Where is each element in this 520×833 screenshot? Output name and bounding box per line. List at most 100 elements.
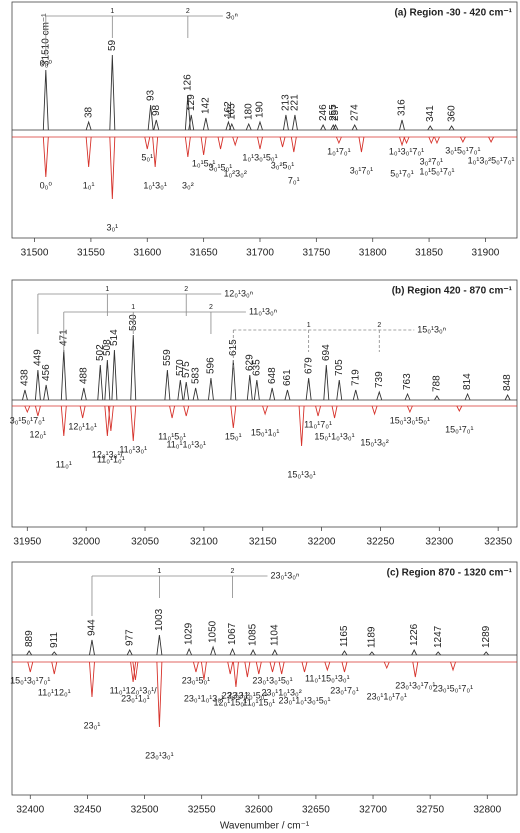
upper-peak-label: 1085: [248, 623, 259, 646]
assignment-label: 11₀¹3₀¹: [119, 444, 147, 454]
upper-peak: [202, 117, 209, 131]
upper-peak: [305, 377, 312, 401]
lower-peak: [262, 405, 269, 416]
x-tick-label: 32600: [245, 805, 273, 816]
progression-label: 23₀¹3₀ⁿ: [271, 570, 300, 580]
upper-peak-label: 93: [145, 89, 156, 101]
lower-peak: [24, 405, 31, 414]
lower-peak: [79, 405, 86, 419]
assignment-label: 11₀¹7₀¹: [304, 419, 332, 429]
upper-peak-label: 1067: [227, 622, 238, 645]
lower-peak: [412, 661, 419, 678]
assignment-label: 1₀¹3₀¹7₀¹: [389, 146, 424, 156]
x-tick-label: 31950: [13, 537, 41, 548]
assignment-label: 23₀¹: [84, 720, 101, 730]
lower-peak: [169, 405, 176, 419]
progression-step: 2: [186, 8, 190, 15]
lower-peak: [428, 136, 435, 145]
lower-peak: [290, 136, 297, 153]
lower-peak: [406, 405, 413, 414]
upper-peak-label: 341: [425, 105, 436, 122]
upper-peak: [448, 125, 455, 131]
upper-peak-label: 508: [102, 339, 113, 356]
upper-peak-label: 635: [251, 359, 262, 376]
assignment-label: 11₀¹12₀¹3₀¹/: [110, 685, 158, 695]
upper-peak-label: 514: [109, 329, 120, 346]
assignment-label: 15₀¹3₀²: [360, 437, 388, 447]
lower-peak: [383, 661, 390, 670]
lower-peak: [230, 405, 237, 429]
upper-peak: [351, 123, 358, 131]
plot-frame: [11, 561, 518, 796]
progression-label: 3₀ⁿ: [226, 10, 238, 20]
upper-peak-label: 596: [206, 357, 217, 374]
upper-peak-label: 456: [41, 364, 52, 381]
assignment-label: 11₀¹5₀¹: [158, 431, 186, 441]
lower-peak: [217, 136, 224, 150]
progression-step: 2: [209, 304, 213, 311]
x-tick-label: 31600: [133, 248, 161, 259]
upper-peak-label: 129: [186, 94, 197, 111]
x-tick-label: 31900: [472, 248, 500, 259]
assignment-label: 3₀¹5₀¹7₀¹: [10, 415, 45, 425]
assignment-label: 15₀¹: [225, 431, 242, 441]
assignment-label: 23₀¹7₀¹: [330, 685, 358, 695]
upper-peak: [282, 114, 289, 131]
x-tick-label: 32100: [190, 537, 218, 548]
upper-peak-label: 1247: [433, 625, 444, 648]
lower-peak: [51, 661, 58, 675]
progression-step: 2: [231, 568, 235, 575]
upper-peak: [51, 651, 58, 656]
assignment-label: 23₀¹3₀¹5₀¹: [252, 675, 292, 685]
upper-peak-label: 502: [95, 344, 106, 361]
upper-peak-label: 126: [182, 74, 193, 91]
upper-peak: [111, 349, 118, 401]
x-tick-label: 31500: [21, 248, 49, 259]
upper-peak-label: 848: [502, 374, 513, 391]
lower-peak: [257, 136, 263, 150]
progression-step: 1: [131, 304, 135, 311]
assignment-label: 23₀¹1₀¹3₀²: [262, 687, 302, 697]
lower-peak: [399, 136, 405, 147]
lower-peak: [456, 405, 463, 413]
upper-peak: [130, 334, 137, 401]
upper-peak: [250, 648, 256, 656]
upper-peak-label: 1003: [154, 608, 165, 631]
lower-peak: [450, 661, 456, 672]
upper-peak-label: 1029: [184, 622, 195, 645]
x-tick-label: 32450: [74, 805, 102, 816]
lower-peak: [193, 661, 199, 673]
assignment-label: 1₀²3₀²: [223, 168, 246, 178]
upper-peak: [153, 119, 160, 131]
upper-peak-label: 162: [223, 101, 234, 118]
lower-peak: [255, 661, 262, 675]
upper-peak: [332, 123, 339, 131]
plot-frame: [11, 279, 518, 528]
x-tick-label: 32550: [188, 805, 216, 816]
x-tick-label: 32000: [72, 537, 100, 548]
assignment-label: 15₀¹3₀¹: [287, 469, 315, 479]
upper-peak: [246, 374, 253, 401]
upper-peak: [164, 369, 171, 401]
upper-peak-label: 488: [78, 367, 89, 384]
upper-peak-label: 59: [107, 39, 118, 51]
x-tick-label: 32300: [425, 537, 453, 548]
assignment-label: 1₀¹5₀¹: [192, 158, 215, 168]
assignment-label: 23₀¹3₀¹: [145, 750, 173, 760]
lower-peak: [269, 661, 276, 673]
assignment-label: 0₀⁰: [40, 180, 53, 190]
assignment-label: 1₀¹7₀¹: [327, 146, 350, 156]
upper-peak: [42, 69, 49, 131]
upper-peak: [43, 384, 50, 401]
lower-peak: [130, 405, 137, 442]
x-tick-label: 31650: [190, 248, 218, 259]
upper-peak: [34, 369, 41, 401]
assignment-label: 3₀²: [182, 180, 194, 190]
upper-peak-label: 221: [290, 94, 301, 111]
assignment-label: 12₀¹3₀¹/: [92, 449, 123, 459]
assignment-label: 1₀¹3₀¹: [143, 180, 166, 190]
upper-peak: [330, 123, 337, 131]
x-tick-label: 32400: [16, 805, 44, 816]
